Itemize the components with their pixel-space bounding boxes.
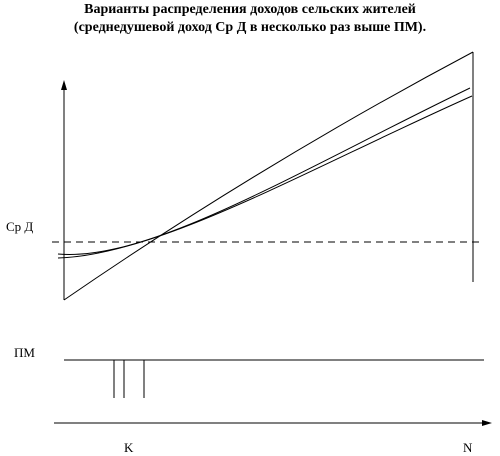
subsistence-minimum-label: ПМ (14, 345, 35, 360)
average-income-label: Ср Д (6, 219, 34, 234)
horizontal-axis-arrow (482, 420, 492, 426)
distribution-curve-b (57, 87, 471, 255)
k-axis-label: K (124, 440, 134, 455)
diagram-title-line-1: Варианты распределения доходов сельских … (84, 2, 416, 17)
distribution-curve-c (57, 95, 473, 259)
n-axis-label: N (463, 440, 473, 455)
diagram-title-line-2: (среднедушевой доход Ср Д в несколько ра… (73, 20, 427, 35)
vertical-axis-arrow (61, 80, 67, 90)
distribution-curve-a (63, 51, 474, 301)
